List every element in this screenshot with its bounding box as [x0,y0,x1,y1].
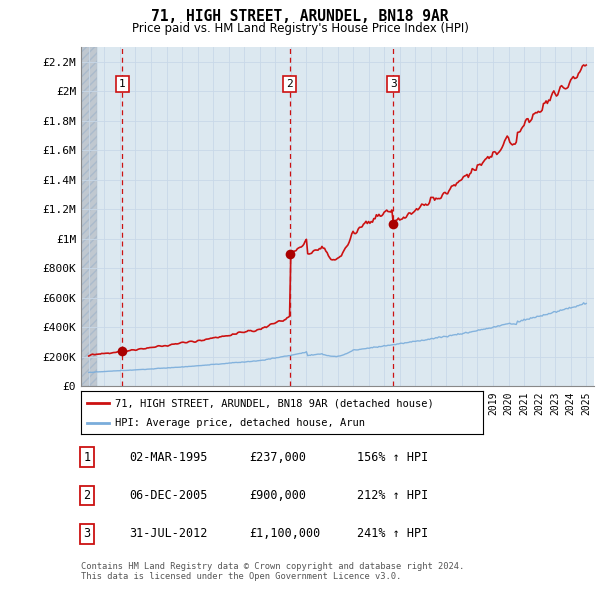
Text: 2: 2 [83,489,91,502]
Text: 156% ↑ HPI: 156% ↑ HPI [357,451,428,464]
Text: 1: 1 [119,79,126,89]
Text: 241% ↑ HPI: 241% ↑ HPI [357,527,428,540]
Text: £1,100,000: £1,100,000 [249,527,320,540]
Text: 2: 2 [286,79,293,89]
Text: 1: 1 [83,451,91,464]
Text: 3: 3 [390,79,397,89]
Text: Contains HM Land Registry data © Crown copyright and database right 2024.
This d: Contains HM Land Registry data © Crown c… [81,562,464,581]
Text: 02-MAR-1995: 02-MAR-1995 [129,451,208,464]
Text: 71, HIGH STREET, ARUNDEL, BN18 9AR (detached house): 71, HIGH STREET, ARUNDEL, BN18 9AR (deta… [115,398,434,408]
Text: HPI: Average price, detached house, Arun: HPI: Average price, detached house, Arun [115,418,365,428]
Text: 31-JUL-2012: 31-JUL-2012 [129,527,208,540]
Text: 06-DEC-2005: 06-DEC-2005 [129,489,208,502]
Text: £900,000: £900,000 [249,489,306,502]
Text: 212% ↑ HPI: 212% ↑ HPI [357,489,428,502]
Text: 3: 3 [83,527,91,540]
Text: 71, HIGH STREET, ARUNDEL, BN18 9AR: 71, HIGH STREET, ARUNDEL, BN18 9AR [151,9,449,24]
Text: £237,000: £237,000 [249,451,306,464]
Text: Price paid vs. HM Land Registry's House Price Index (HPI): Price paid vs. HM Land Registry's House … [131,22,469,35]
Bar [81,47,97,386]
